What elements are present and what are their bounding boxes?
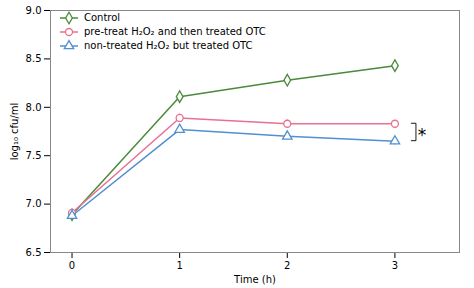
svg-text:3: 3 [392,260,398,271]
svg-text:Control: Control [84,12,120,23]
svg-text:pre-treat H₂O₂ and then treate: pre-treat H₂O₂ and then treated OTC [84,26,266,37]
svg-text:7.0: 7.0 [26,198,42,209]
svg-text:log₁₀ cfu/ml: log₁₀ cfu/ml [9,103,20,161]
svg-text:0: 0 [69,260,75,271]
svg-text:7.5: 7.5 [26,150,42,161]
svg-text:6.5: 6.5 [26,247,42,258]
svg-text:2: 2 [284,260,290,271]
svg-text:Time (h): Time (h) [233,274,276,285]
svg-text:8.0: 8.0 [26,102,42,113]
svg-text:8.5: 8.5 [26,53,42,64]
svg-text:9.0: 9.0 [26,5,42,16]
svg-text:1: 1 [176,260,182,271]
svg-text:non-treated H₂O₂ but treated O: non-treated H₂O₂ but treated OTC [84,40,253,51]
svg-text:*: * [418,125,427,145]
